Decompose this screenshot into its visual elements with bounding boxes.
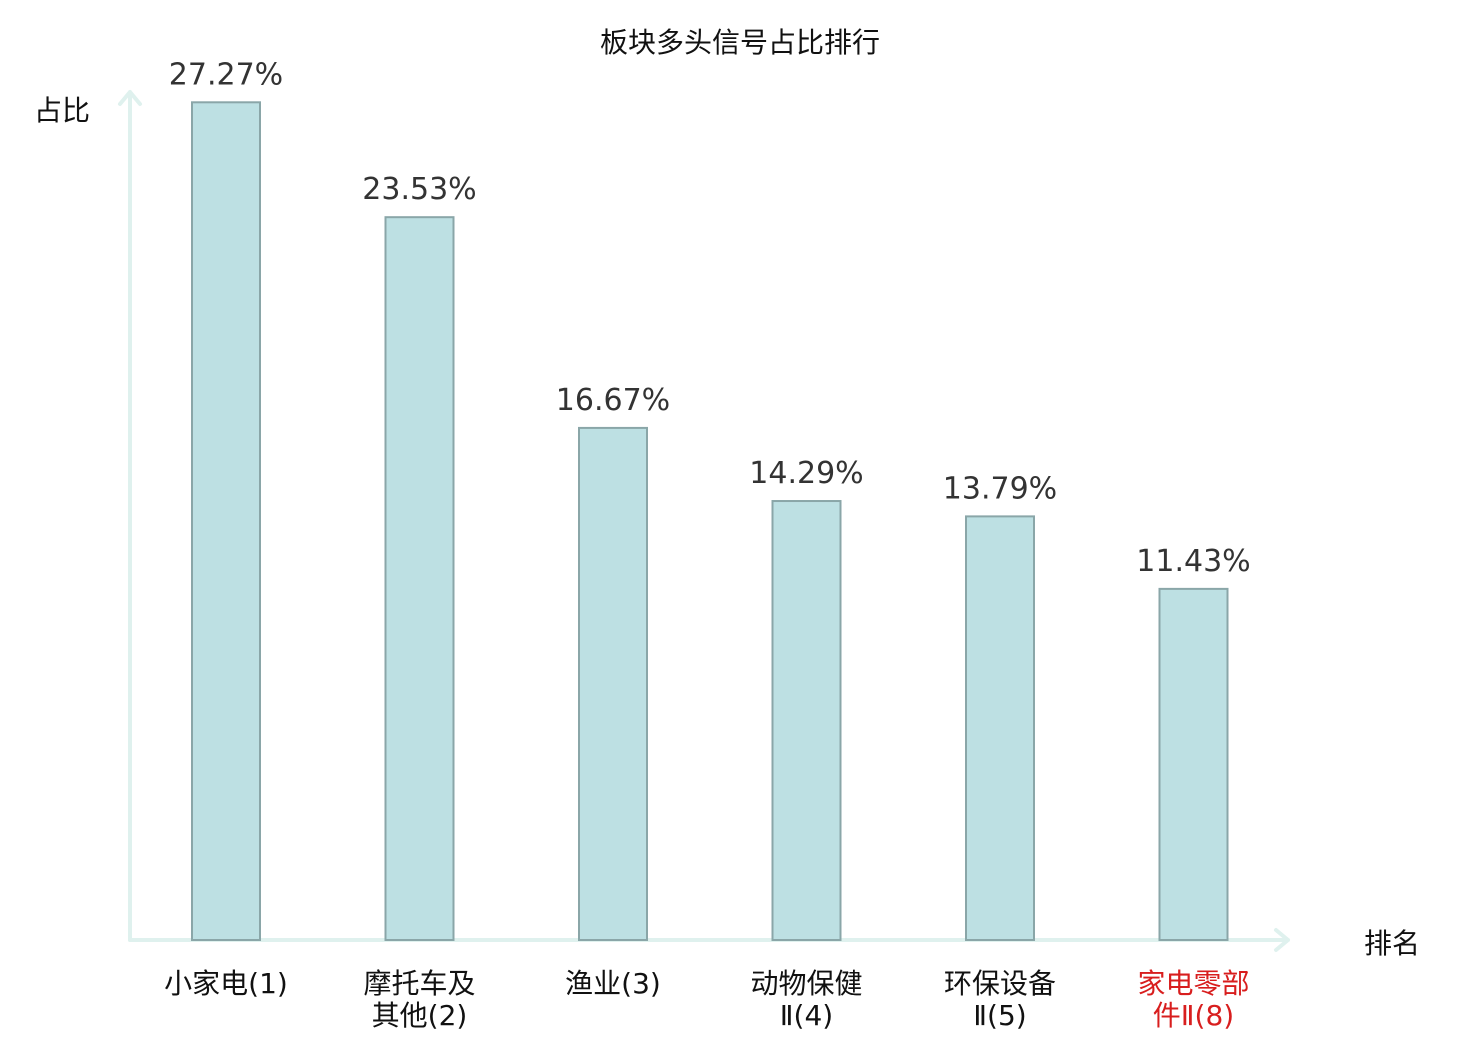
value-label-group: 27.27% 23.53% 16.67% 14.29% 13.79% 11.43% (169, 57, 1251, 579)
bar-6 (1158, 587, 1229, 941)
value-label-4: 14.29% (749, 456, 863, 491)
bar-4 (771, 500, 842, 941)
y-axis (118, 90, 142, 942)
value-label-6: 11.43% (1136, 544, 1250, 579)
category-label-4-line-1: 动物保健 (750, 967, 862, 1000)
bar-group (191, 101, 1229, 942)
category-label-3: 渔业(3) (565, 967, 661, 1000)
category-label-4-line-2: Ⅱ(4) (780, 999, 833, 1032)
value-label-3: 16.67% (556, 383, 670, 418)
value-label-1: 27.27% (169, 57, 283, 92)
bar-3 (578, 426, 648, 941)
category-label-6-line-1: 家电零部 (1137, 967, 1249, 1000)
category-label-2-line-1: 摩托车及 (363, 967, 475, 1000)
bar-2 (384, 216, 455, 942)
x-axis-label: 排名 (1364, 927, 1420, 960)
value-label-2: 23.53% (362, 172, 476, 207)
bar-5 (965, 515, 1035, 941)
category-label-1: 小家电(1) (164, 967, 288, 1000)
x-axis (128, 928, 1290, 952)
chart-title: 板块多头信号占比排行 (600, 26, 880, 59)
category-label-5-line-2: Ⅱ(5) (973, 999, 1026, 1032)
value-label-5: 13.79% (943, 471, 1057, 506)
category-label-2-line-2: 其他(2) (372, 999, 468, 1032)
y-axis-label: 占比 (34, 94, 90, 127)
category-label-5-line-1: 环保设备 (944, 967, 1056, 1000)
bar-1 (191, 101, 261, 941)
category-label-6-line-2: 件Ⅱ(8) (1153, 999, 1234, 1032)
